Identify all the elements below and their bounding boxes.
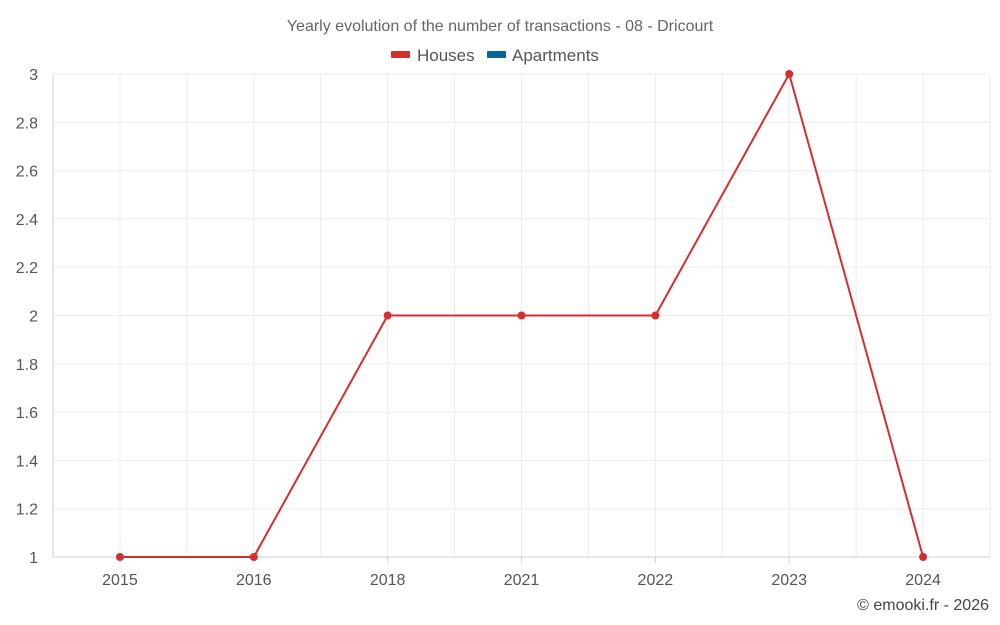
x-tick-label: 2024 [905, 572, 941, 589]
x-tick-label: 2016 [236, 572, 272, 589]
y-axis-ticks: 1 1.2 1.4 1.6 1.8 2 2.2 2.4 2.6 2.8 3 [16, 67, 38, 567]
legend-label-apartments: Apartments [512, 46, 599, 65]
y-tick-label: 2.6 [16, 164, 38, 181]
legend-item-apartments[interactable]: Apartments [487, 46, 599, 65]
y-tick-label: 2 [29, 309, 38, 326]
y-tick-label: 1.6 [16, 405, 38, 422]
data-point-houses[interactable] [383, 311, 392, 320]
data-point-houses[interactable] [919, 553, 928, 561]
x-axis-ticks: 2015 2016 2018 2021 2022 2023 2024 [102, 572, 941, 589]
data-point-houses[interactable] [651, 311, 660, 320]
chart-title: Yearly evolution of the number of transa… [287, 18, 714, 35]
data-point-houses[interactable] [785, 70, 794, 78]
y-tick-label: 2.4 [16, 212, 38, 229]
y-tick-label: 3 [29, 67, 38, 84]
legend-label-houses: Houses [417, 46, 475, 65]
y-tick-label: 2.8 [16, 115, 38, 132]
legend-item-houses[interactable]: Houses [391, 46, 475, 65]
x-tick-label: 2022 [638, 572, 674, 589]
credit-text: © emooki.fr - 2026 [857, 597, 989, 614]
x-tick-label: 2023 [771, 572, 807, 589]
legend: Houses Apartments [391, 46, 599, 65]
y-tick-label: 1.8 [16, 357, 38, 374]
x-tick-label: 2021 [504, 572, 540, 589]
series [115, 70, 928, 561]
y-tick-label: 1.4 [16, 453, 38, 470]
data-point-houses[interactable] [115, 553, 124, 561]
legend-swatch-apartments [487, 51, 506, 58]
data-point-houses[interactable] [517, 311, 526, 320]
y-tick-label: 1 [29, 550, 38, 567]
data-point-houses[interactable] [249, 553, 258, 561]
y-tick-label: 1.2 [16, 502, 38, 519]
x-tick-label: 2015 [102, 572, 138, 589]
legend-swatch-houses [391, 51, 410, 58]
y-tick-label: 2.2 [16, 260, 38, 277]
x-tick-label: 2018 [370, 572, 406, 589]
